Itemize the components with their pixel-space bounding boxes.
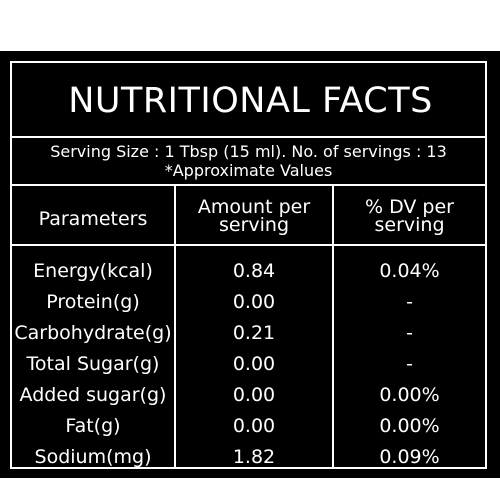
header-amount-line1: Amount per: [197, 196, 311, 218]
label-title: NUTRITIONAL FACTS: [68, 81, 433, 121]
dv-cell: -: [406, 322, 413, 344]
table-row: Sodium(mg) 1.82 0.09%: [12, 442, 485, 473]
parameter-cell: Carbohydrate(g): [14, 322, 172, 344]
header-dv-line2: serving: [374, 214, 445, 236]
parameter-cell: Added sugar(g): [19, 384, 167, 406]
dv-cell: -: [406, 353, 413, 375]
table-row: Added sugar(g) 0.00 0.00%: [12, 380, 485, 411]
amount-cell: 0.00: [232, 291, 276, 313]
parameter-cell: Sodium(mg): [34, 446, 152, 468]
divider: [12, 184, 485, 186]
column-divider: [332, 184, 334, 467]
column-divider: [174, 184, 176, 467]
parameter-cell: Total Sugar(g): [26, 353, 160, 375]
header-dv: % DV per serving: [334, 196, 485, 236]
approximate-note: *Approximate Values: [164, 161, 333, 180]
amount-cell: 0.21: [232, 322, 276, 344]
table-row: Carbohydrate(g) 0.21 -: [12, 318, 485, 349]
table-row: Fat(g) 0.00 0.00%: [12, 411, 485, 442]
dv-cell: -: [406, 291, 413, 313]
dv-cell: 0.00%: [379, 415, 440, 437]
parameter-cell: Protein(g): [46, 291, 140, 313]
nutrition-label: NUTRITIONAL FACTS Serving Size : 1 Tbsp …: [0, 51, 500, 478]
divider: [12, 244, 485, 246]
serving-info: Serving Size : 1 Tbsp (15 ml). No. of se…: [50, 142, 447, 161]
dv-cell: 0.04%: [379, 260, 440, 282]
divider: [12, 136, 485, 138]
amount-cell: 1.82: [232, 446, 276, 468]
parameter-cell: Fat(g): [65, 415, 121, 437]
parameter-cell: Energy(kcal): [33, 260, 153, 282]
dv-cell: 0.00%: [379, 384, 440, 406]
table-row: Energy(kcal) 0.84 0.04%: [12, 256, 485, 287]
amount-cell: 0.84: [232, 260, 276, 282]
header-amount: Amount per serving: [176, 196, 332, 236]
header-dv-line1: % DV per: [365, 196, 454, 218]
amount-cell: 0.00: [232, 353, 276, 375]
header-amount-line2: serving: [218, 214, 290, 236]
header-parameters: Parameters: [38, 208, 148, 230]
table-row: Total Sugar(g) 0.00 -: [12, 349, 485, 380]
label-frame: NUTRITIONAL FACTS Serving Size : 1 Tbsp …: [10, 61, 487, 469]
dv-cell: 0.09%: [379, 446, 440, 468]
amount-cell: 0.00: [232, 384, 276, 406]
table-row: Protein(g) 0.00 -: [12, 287, 485, 318]
amount-cell: 0.00: [232, 415, 276, 437]
